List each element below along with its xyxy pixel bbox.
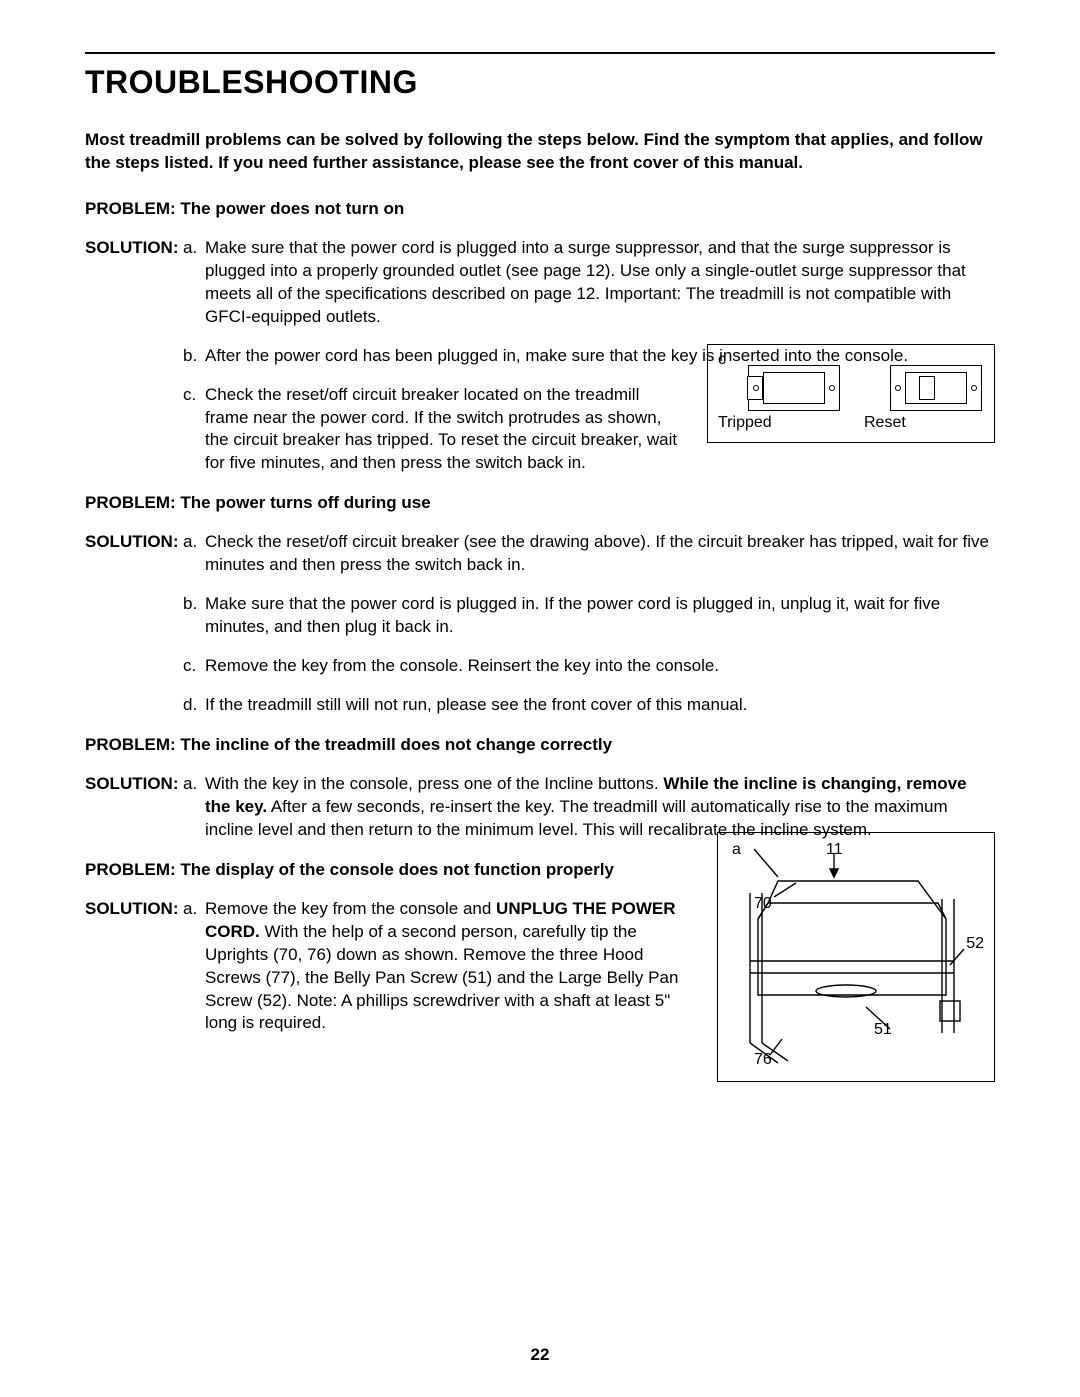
item-letter: b. bbox=[183, 345, 205, 368]
item-letter: d. bbox=[183, 694, 205, 717]
p2-solution-c: c. Remove the key from the console. Rein… bbox=[85, 655, 995, 678]
item-letter: a. bbox=[183, 531, 205, 577]
item-letter: c. bbox=[183, 384, 205, 476]
item-text: Make sure that the power cord is plugged… bbox=[205, 237, 995, 329]
item-text: Remove the key from the console and UNPL… bbox=[205, 898, 685, 1036]
p1-solution-a: SOLUTION: a. Make sure that the power co… bbox=[85, 237, 995, 329]
page-number: 22 bbox=[0, 1345, 1080, 1365]
item-letter: b. bbox=[183, 593, 205, 639]
p2-solution-a: SOLUTION: a. Check the reset/off circuit… bbox=[85, 531, 995, 577]
solution-word: SOLUTION: bbox=[85, 898, 183, 1036]
top-rule bbox=[85, 52, 995, 54]
p2-solution-d: d. If the treadmill still will not run, … bbox=[85, 694, 995, 717]
item-text: If the treadmill still will not run, ple… bbox=[205, 694, 995, 717]
problem-2-label: PROBLEM: The power turns off during use bbox=[85, 493, 995, 513]
item-text: Remove the key from the console. Reinser… bbox=[205, 655, 995, 678]
diagram-c-label: c bbox=[718, 351, 726, 369]
item-letter: a. bbox=[183, 237, 205, 329]
breaker-tripped-icon bbox=[748, 365, 840, 411]
manual-page: TROUBLESHOOTING Most treadmill problems … bbox=[0, 0, 1080, 1397]
item-text: Check the reset/off circuit breaker (see… bbox=[205, 531, 995, 577]
diagram-breaker: c Tripped Reset bbox=[707, 344, 995, 443]
item-letter: c. bbox=[183, 655, 205, 678]
breaker-reset-icon bbox=[890, 365, 982, 411]
problem-1-label: PROBLEM: The power does not turn on bbox=[85, 199, 995, 219]
item-letter: a. bbox=[183, 773, 205, 842]
intro-text: Most treadmill problems can be solved by… bbox=[85, 129, 995, 175]
item-letter: a. bbox=[183, 898, 205, 1036]
tripped-label: Tripped bbox=[718, 414, 772, 432]
solution-word: SOLUTION: bbox=[85, 773, 183, 842]
diagram-treadmill: a 11 70 52 51 76 bbox=[717, 832, 995, 1082]
solution-word: SOLUTION: bbox=[85, 531, 183, 577]
item-text: Check the reset/off circuit breaker loca… bbox=[205, 384, 685, 476]
page-title: TROUBLESHOOTING bbox=[85, 64, 995, 101]
text-post: With the help of a second person, carefu… bbox=[205, 922, 678, 1033]
text-pre: With the key in the console, press one o… bbox=[205, 774, 663, 793]
reset-label: Reset bbox=[864, 414, 906, 432]
p2-solution-b: b. Make sure that the power cord is plug… bbox=[85, 593, 995, 639]
solution-word: SOLUTION: bbox=[85, 237, 183, 329]
item-text: Make sure that the power cord is plugged… bbox=[205, 593, 995, 639]
treadmill-line-art-icon bbox=[718, 833, 996, 1083]
text-pre: Remove the key from the console and bbox=[205, 899, 496, 918]
problem-3-label: PROBLEM: The incline of the treadmill do… bbox=[85, 735, 995, 755]
